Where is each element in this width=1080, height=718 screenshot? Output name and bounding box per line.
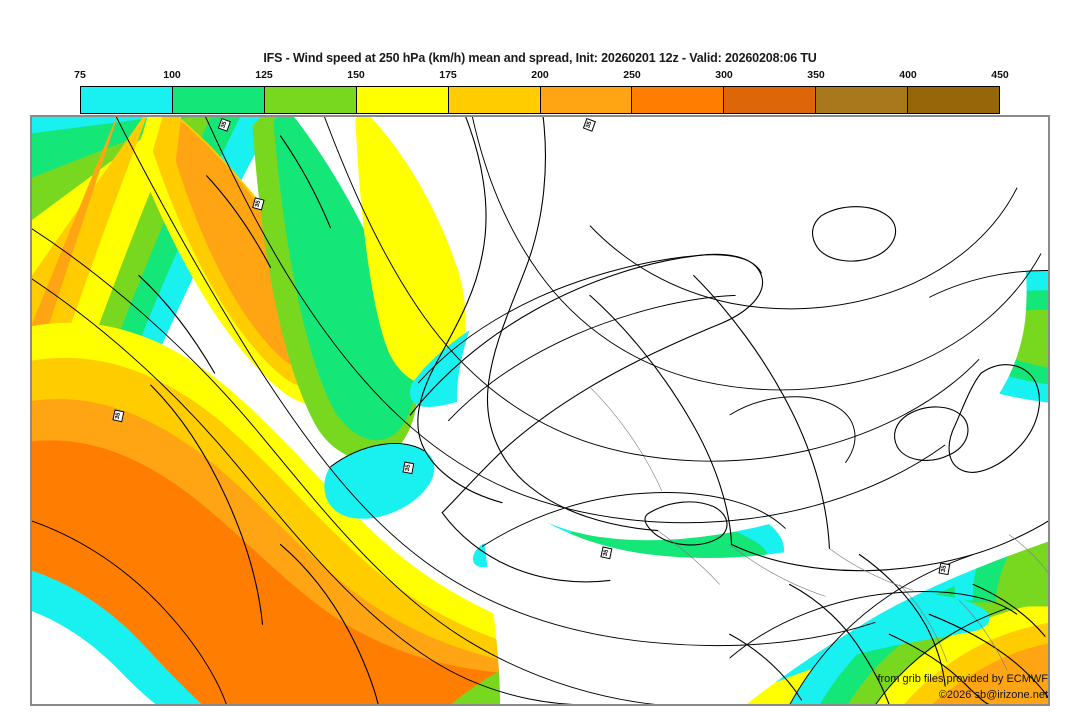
credit-copyright: ©2026 sb@irizone.net xyxy=(938,689,1048,701)
colorbar-tick-100: 100 xyxy=(163,69,181,81)
windspeed-area-below-threshold xyxy=(456,116,1049,705)
colorbar-segments xyxy=(80,86,1000,114)
spread-contours xyxy=(31,116,1049,705)
windspeed-band-central-jet xyxy=(31,322,870,705)
colorbar-segment-1 xyxy=(172,87,265,113)
colorbar: 75 100 125 150 175 200 250 300 350 400 450 xyxy=(74,69,1009,114)
map-svg xyxy=(31,116,1049,705)
colorbar-segment-4 xyxy=(448,87,541,113)
colorbar-tick-175: 175 xyxy=(439,69,457,81)
colorbar-tick-250: 250 xyxy=(623,69,641,81)
colorbar-segment-6 xyxy=(632,87,725,113)
page-title: IFS - Wind speed at 250 hPa (km/h) mean … xyxy=(263,51,817,65)
map-canvas[interactable]: 35 35 35 35 35 35 35 xyxy=(30,115,1050,706)
colorbar-tick-300: 300 xyxy=(715,69,733,81)
map-borders xyxy=(589,386,1049,671)
colorbar-tick-labels: 75 100 125 150 175 200 250 300 350 400 450 xyxy=(74,69,1009,83)
colorbar-segment-0 xyxy=(81,87,173,113)
contour-label: 35 xyxy=(938,562,951,576)
colorbar-segment-2 xyxy=(264,87,357,113)
map-frame xyxy=(31,116,1049,705)
colorbar-tick-150: 150 xyxy=(347,69,365,81)
colorbar-tick-200: 200 xyxy=(531,69,549,81)
colorbar-tick-450: 450 xyxy=(991,69,1009,81)
colorbar-segment-8 xyxy=(816,87,909,113)
colorbar-tick-75: 75 xyxy=(74,69,86,81)
windspeed-band-nw-green xyxy=(252,116,466,461)
colorbar-tick-350: 350 xyxy=(807,69,825,81)
colorbar-tick-400: 400 xyxy=(899,69,917,81)
colorbar-segment-7 xyxy=(724,87,817,113)
windspeed-band-lower-left xyxy=(31,570,203,705)
contour-label: 35 xyxy=(402,461,415,475)
colorbar-segment-3 xyxy=(356,87,449,113)
colorbar-segment-9 xyxy=(908,87,1000,113)
colorbar-segment-5 xyxy=(540,87,633,113)
windspeed-band-sw-jet xyxy=(31,116,276,675)
colorbar-tick-125: 125 xyxy=(255,69,273,81)
credit-source: from grib files provided by ECMWF xyxy=(877,673,1048,685)
